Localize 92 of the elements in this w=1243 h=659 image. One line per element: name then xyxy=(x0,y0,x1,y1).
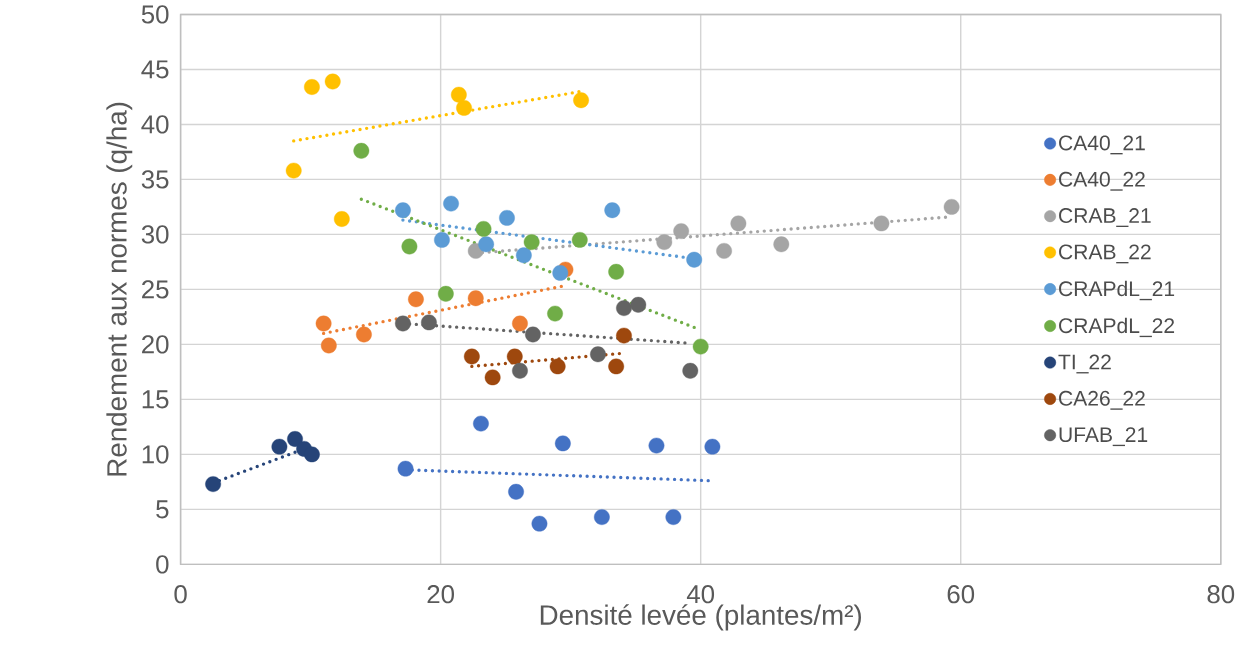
point xyxy=(608,358,625,375)
y-tick-label: 40 xyxy=(141,115,169,134)
point xyxy=(506,348,523,365)
point xyxy=(356,326,372,343)
point xyxy=(395,202,411,219)
point xyxy=(943,199,960,215)
point xyxy=(499,210,515,226)
point xyxy=(395,315,411,332)
point xyxy=(571,232,588,248)
point xyxy=(590,346,606,363)
y-tick-label: 35 xyxy=(141,170,169,189)
point xyxy=(271,439,288,455)
point xyxy=(463,348,480,365)
y-tick-label: 5 xyxy=(156,500,169,519)
legend-label: TI_22 xyxy=(1058,354,1111,374)
legend-label: CA26_22 xyxy=(1059,391,1145,410)
point xyxy=(421,314,437,331)
x-axis-title: Densité levée (plantes/m²) xyxy=(540,604,861,631)
y-tick-label: 0 xyxy=(156,555,169,574)
point xyxy=(456,100,472,116)
x-tick-label: 60 xyxy=(947,585,975,604)
point xyxy=(315,315,332,332)
point xyxy=(353,143,370,159)
point xyxy=(508,484,524,500)
x-tick-label: 20 xyxy=(427,585,454,604)
legend-label: UFAB_21 xyxy=(1059,427,1148,447)
point xyxy=(320,337,337,354)
legend-label: CA40_22 xyxy=(1059,171,1145,191)
point xyxy=(665,509,682,526)
y-tick-label: 15 xyxy=(142,390,169,409)
point xyxy=(525,326,541,343)
point xyxy=(467,290,484,307)
y-tick-label: 45 xyxy=(141,60,169,79)
point xyxy=(773,236,790,253)
point xyxy=(648,437,665,454)
point xyxy=(616,300,632,317)
point xyxy=(593,509,610,526)
point xyxy=(552,265,569,281)
point xyxy=(473,415,489,432)
point xyxy=(478,236,495,253)
point xyxy=(450,87,467,103)
x-tick-label: 40 xyxy=(686,585,715,604)
point xyxy=(401,238,418,255)
point xyxy=(716,243,732,259)
point xyxy=(304,79,320,96)
point xyxy=(873,215,890,232)
x-tick-label: 0 xyxy=(174,585,187,604)
legend-label: CRAB_22 xyxy=(1059,244,1151,264)
point xyxy=(692,338,709,355)
point xyxy=(730,215,747,232)
point xyxy=(205,476,221,493)
x-tick-label: 80 xyxy=(1207,585,1235,604)
point xyxy=(547,305,563,322)
point xyxy=(443,195,459,212)
legend-label: CRAB_21 xyxy=(1059,208,1151,228)
legend-label: CA40_21 xyxy=(1059,135,1145,155)
point xyxy=(304,446,320,463)
point xyxy=(656,234,673,251)
point xyxy=(475,221,492,237)
y-tick-label: 50 xyxy=(141,5,169,24)
point xyxy=(630,297,647,313)
point xyxy=(434,232,450,248)
y-tick-label: 25 xyxy=(142,280,169,299)
point xyxy=(324,73,341,90)
point xyxy=(616,327,632,344)
point xyxy=(437,286,454,302)
point xyxy=(573,92,589,109)
point xyxy=(512,363,528,379)
point xyxy=(408,291,424,308)
point xyxy=(484,369,501,386)
point xyxy=(604,202,621,219)
point xyxy=(333,211,350,228)
point xyxy=(549,358,566,375)
point xyxy=(704,439,721,455)
legend-label: CRAPdL_22 xyxy=(1059,317,1175,338)
point xyxy=(682,363,699,379)
point xyxy=(523,234,540,251)
y-tick-label: 10 xyxy=(142,445,169,464)
y-tick-label: 20 xyxy=(142,335,169,354)
point xyxy=(686,252,703,268)
point xyxy=(554,435,571,452)
point xyxy=(287,431,303,448)
point xyxy=(608,264,625,280)
point xyxy=(512,315,528,332)
point xyxy=(285,162,302,179)
point xyxy=(673,223,690,240)
point xyxy=(531,516,548,532)
y-tick-label: 30 xyxy=(141,225,169,244)
y-axis-title: Rendement aux normes (q/ha) xyxy=(106,103,133,476)
point xyxy=(397,461,414,477)
legend-label: CRAPdL_21 xyxy=(1059,280,1175,301)
point xyxy=(515,247,532,264)
